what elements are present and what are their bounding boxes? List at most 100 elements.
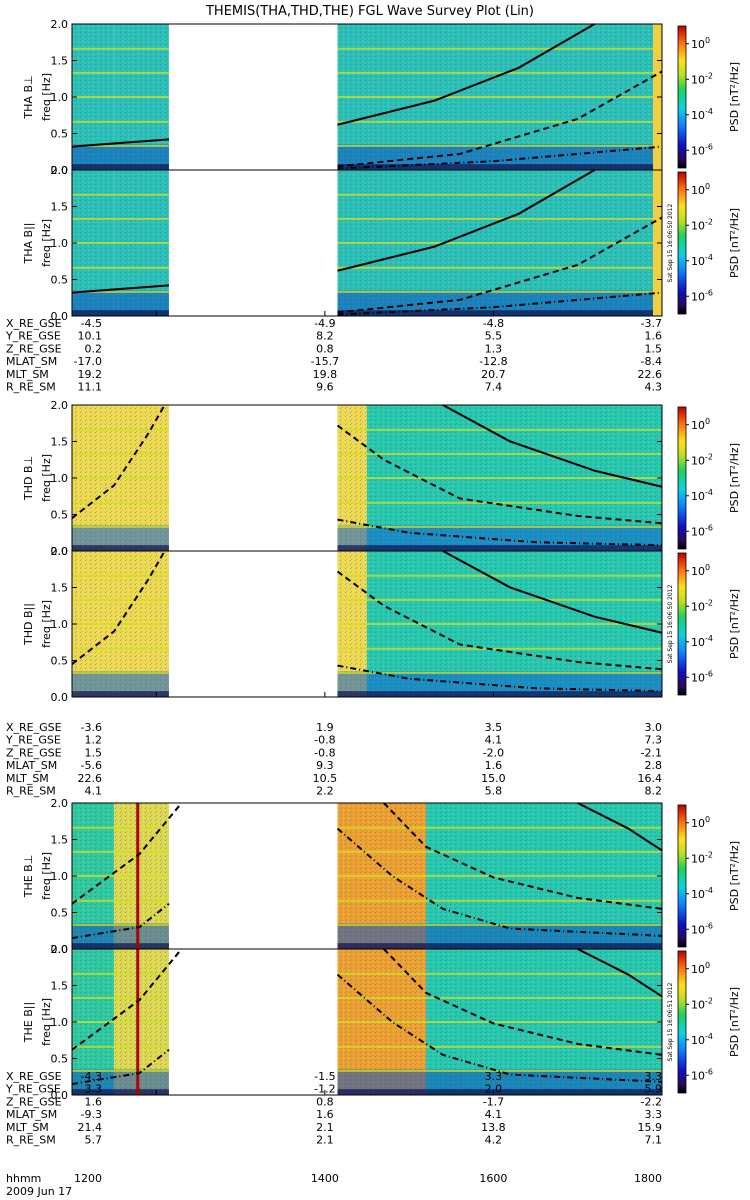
tha-panel-2-harmonic-1-2 <box>337 242 662 244</box>
tha-panel-1-curve-fce <box>71 138 170 148</box>
thd-panel-1-cbar-label-0: 100 <box>691 417 710 432</box>
thd-panel-2-cbar-label-3: 10-6 <box>691 669 713 684</box>
thd-panel-1-harmonic-1-4 <box>337 428 662 431</box>
orbit-tha-mlat_sm-value-3: -8.4 <box>641 355 662 368</box>
tha-panel-2-ytick-label-1: 0.5 <box>51 274 69 287</box>
orbit-thd-z_re_gse-value-1: -0.8 <box>314 746 335 759</box>
tha-panel-1-curve-fce-half <box>337 70 663 168</box>
thd-panel-2-cbar-label-2: 10-4 <box>691 634 713 649</box>
orbit-the-r_re_sm-value-3: 7.1 <box>645 1134 663 1147</box>
orbit-the-y_re_gse-value-3: 5.9 <box>645 1083 663 1096</box>
orbit-tha-y_re_gse-value-3: 1.6 <box>645 330 663 343</box>
thd-panel-1-cbar-label-1: 10-2 <box>691 452 713 467</box>
thd-panel-2-ytick-label-0: 0.0 <box>51 691 69 704</box>
tha-panel-2-harmonic-1-3 <box>337 217 662 220</box>
the-panel-1-floor-1 <box>337 943 662 949</box>
thd-panel-2-ytick-label-3: 1.5 <box>51 582 69 595</box>
time-tick-label-2: 1600 <box>479 1172 507 1185</box>
tha-panel-2-component-label: THA B|| <box>22 223 35 265</box>
thd-panel-2-harmonic-1-4 <box>337 574 662 577</box>
tha-panel-1-cbar-title: PSD [nT²/Hz] <box>728 62 741 132</box>
tha-panel-1-harmonic-0-2 <box>72 96 169 98</box>
probe-the: 0.0 0.5 1.0 1.5 2.0 freq [Hz] THE B⊥ 100 10-2 10-… <box>5 797 741 1147</box>
thd-panel-2-cbar-title: PSD [nT²/Hz] <box>728 589 741 659</box>
tha-panel-1-cbar-label-2: 10-4 <box>691 107 713 122</box>
the-panel-1-harmonic-1-3 <box>337 850 662 853</box>
orbit-tha-r_re_sm-name: R_RE_SM <box>6 381 56 394</box>
orbit-thd-x_re_gse-value-1: 1.9 <box>316 721 334 734</box>
tha-panel-2-cbar-label-3: 10-6 <box>691 288 713 303</box>
the-panel-1-ytick-label-3: 1.5 <box>51 834 69 847</box>
the-panel-1-ytick-label-1: 0.5 <box>51 907 69 920</box>
thd-panel-2-harmonic-0-3 <box>72 598 169 601</box>
the-panel-1-harmonic-0-3 <box>72 850 169 853</box>
thd-panel-1-ytick-label-3: 1.5 <box>51 436 69 449</box>
thd-panel-1-curve-fce <box>442 404 663 488</box>
orbit-thd-x_re_gse-value-0: -3.6 <box>81 721 102 734</box>
the-panel-2-floor-0 <box>72 1089 169 1095</box>
the-panel-2-harmonic-0-3 <box>72 996 169 999</box>
thd-panel-2-timestamp: Sat Sep 15 16:06:50 2012 <box>667 585 674 664</box>
thd-panel-2-harmonic-1-1 <box>337 647 662 650</box>
orbit-thd-r_re_sm-value-0: 4.1 <box>85 785 103 798</box>
orbit-the-z_re_gse-value-1: 0.8 <box>316 1095 334 1108</box>
orbit-the-mlat_sm-value-3: 3.3 <box>645 1108 663 1121</box>
thd-panel-2-ytick-label-1: 0.5 <box>51 655 69 668</box>
tha-panel-1-harmonic-0-3 <box>72 71 169 74</box>
the-panel-2-timestamp: Sat Sep 15 16:06:51 2012 <box>667 983 674 1062</box>
orbit-the-z_re_gse-value-0: 1.6 <box>85 1095 103 1108</box>
orbit-tha-mlt_sm-value-0: 19.2 <box>78 368 103 381</box>
thd-panel-1-ytick-label-1: 0.5 <box>51 509 69 522</box>
tha-panel-1-harmonic-1-2 <box>337 96 662 98</box>
the-panel-2-curve-fcp-2 <box>336 973 663 1083</box>
the-panel-2-colorbar <box>677 950 687 1094</box>
the-panel-1-ytick-label-0: 0.0 <box>51 943 69 956</box>
the-panel-2-ytick-label-2: 1.0 <box>51 1016 69 1029</box>
tha-panel-1-cbar-label-3: 10-6 <box>691 142 713 157</box>
the-panel-2-component-label: THE B|| <box>22 1002 35 1043</box>
orbit-tha-y_re_gse-name: Y_RE_GSE <box>5 330 61 343</box>
orbit-the-x_re_gse-value-1: -1.5 <box>314 1070 335 1083</box>
thd-panel-2-floor-0 <box>72 691 169 697</box>
thd-panel-1-harmonic-1-1 <box>337 501 662 504</box>
tha-panel-2-cbar-label-1: 10-2 <box>691 217 713 232</box>
orbit-thd-mlt_sm-value-2: 15.0 <box>481 772 506 785</box>
tha-panel-1-ytick-label-3: 1.5 <box>51 55 69 68</box>
tha-panel-1-harmonic-0-0 <box>72 144 169 147</box>
tha-panel-1-colorbar <box>677 25 687 169</box>
the-panel-2-cbar-label-0: 100 <box>691 961 710 976</box>
tha-panel-2-harmonic-1-1 <box>337 266 662 269</box>
orbit-tha-z_re_gse-value-3: 1.5 <box>645 342 663 355</box>
tha-panel-2-ytick-label-0: 0.0 <box>51 310 69 323</box>
thd-panel-1-freq-label: freq [Hz] <box>40 454 53 502</box>
tha-panel-2-freq-label: freq [Hz] <box>40 219 53 267</box>
thd-panel-2-harmonic-0-2 <box>72 623 169 625</box>
the-panel-1-harmonic-1-2 <box>337 875 662 877</box>
orbit-tha-r_re_sm-value-1: 9.6 <box>316 381 334 394</box>
orbit-tha-r_re_sm-value-3: 4.3 <box>645 381 663 394</box>
probe-tha: 0.0 0.5 1.0 1.5 2.0 freq [Hz] THA B⊥ 100 10-2 10-… <box>5 18 741 394</box>
the-panel-1-harmonic-1-1 <box>337 899 662 902</box>
the-panel-2-curve-fce-half-2 <box>383 948 663 1056</box>
orbit-the-y_re_gse-value-1: -1.2 <box>314 1083 335 1096</box>
tha-panel-2-curve-fcp <box>337 291 663 316</box>
orbit-tha-mlat_sm-value-1: -15.7 <box>311 355 339 368</box>
tha-panel-1-harmonic-0-1 <box>72 120 169 123</box>
orbit-the-r_re_sm-name: R_RE_SM <box>6 1134 56 1147</box>
the-panel-1-harmonic-0-4 <box>72 826 169 829</box>
thd-panel-1-harmonic-1-0 <box>337 525 662 528</box>
orbit-tha-z_re_gse-value-1: 0.8 <box>316 342 334 355</box>
orbit-the-mlat_sm-name: MLAT_SM <box>6 1108 57 1121</box>
tha-panel-2-harmonic-0-3 <box>72 217 169 220</box>
thd-panel-1-harmonic-0-1 <box>72 501 169 504</box>
orbit-the-y_re_gse-value-2: 2.0 <box>485 1083 503 1096</box>
orbit-tha-y_re_gse-value-2: 5.5 <box>485 330 503 343</box>
tha-panel-1-ytick-label-0: 0.0 <box>51 164 69 177</box>
orbit-thd-x_re_gse-value-3: 3.0 <box>645 721 663 734</box>
tha-panel-1-floor-1 <box>337 164 662 170</box>
orbit-thd-mlat_sm-value-2: 1.6 <box>485 759 503 772</box>
tha-panel-2-cbar-label-0: 100 <box>691 182 710 197</box>
tha-panel-1-harmonic-1-3 <box>337 71 662 74</box>
thd-panel-1-ytick-label-4: 2.0 <box>51 399 69 412</box>
